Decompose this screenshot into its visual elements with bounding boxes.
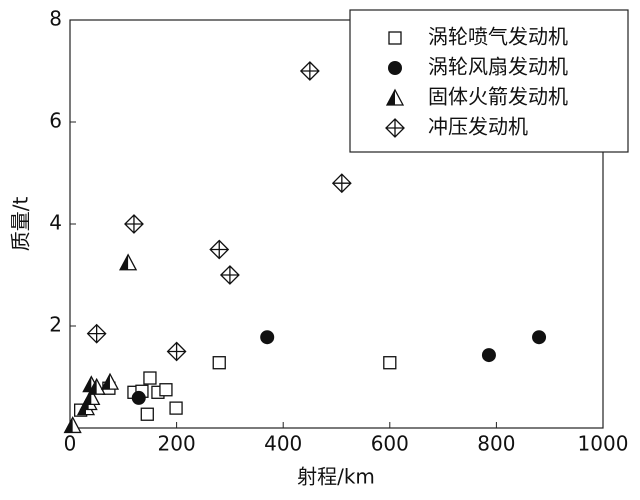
marker-shape: [388, 61, 402, 75]
marker-shape: [532, 330, 547, 345]
point: [159, 383, 173, 397]
marker-shape: [481, 348, 496, 363]
legend-marker: [385, 88, 405, 106]
point: [87, 377, 106, 395]
point: [140, 407, 154, 421]
legend-label: 固体火箭发动机: [428, 85, 568, 109]
point: [131, 390, 146, 405]
point: [260, 330, 275, 345]
marker-shape: [64, 417, 73, 433]
legend-marker: [388, 61, 402, 75]
marker-shape: [331, 173, 352, 194]
x-tick-label: 400: [264, 432, 302, 456]
y-tick-label: 4: [49, 211, 62, 235]
legend-marker: [388, 31, 402, 45]
point: [481, 348, 496, 363]
legend-label: 涡轮喷气发动机: [428, 25, 568, 49]
y-tick-label: 6: [49, 109, 62, 133]
x-tick-label: 600: [371, 432, 409, 456]
point: [299, 61, 320, 81]
marker-shape: [101, 374, 110, 390]
marker-shape: [143, 371, 157, 385]
legend-label: 涡轮风扇发动机: [428, 55, 568, 79]
y-tick-label: 8: [49, 7, 62, 31]
marker-shape: [385, 118, 405, 138]
x-axis-label: 射程/km: [297, 465, 375, 489]
marker-shape: [299, 61, 320, 81]
point: [209, 239, 230, 260]
marker-shape: [120, 254, 129, 270]
marker-shape: [83, 376, 92, 392]
point: [219, 265, 240, 285]
x-tick-label: 0: [64, 432, 77, 456]
point: [124, 214, 144, 234]
marker-shape: [209, 239, 230, 260]
point: [532, 330, 547, 345]
marker-shape: [260, 330, 275, 345]
marker-shape: [131, 390, 146, 405]
x-tick-label: 1000: [578, 432, 629, 456]
marker-shape: [88, 379, 97, 395]
marker-shape: [86, 323, 107, 344]
point: [119, 253, 138, 271]
marker-shape: [212, 356, 226, 370]
legend-marker: [385, 118, 405, 138]
legend-label: 冲压发动机: [428, 115, 528, 139]
marker-shape: [166, 341, 187, 362]
marker-shape: [388, 31, 402, 45]
y-tick-label: 2: [49, 313, 62, 337]
point: [169, 401, 183, 415]
marker-shape: [219, 265, 240, 285]
point: [143, 371, 157, 385]
marker-shape: [140, 407, 154, 421]
marker-shape: [159, 383, 173, 397]
point: [166, 341, 187, 362]
point: [63, 416, 82, 434]
marker-shape: [169, 401, 183, 415]
point: [212, 356, 226, 370]
point: [331, 173, 352, 194]
x-tick-label: 200: [158, 432, 196, 456]
point: [100, 372, 120, 390]
y-axis-label: 质量/t: [9, 197, 33, 252]
x-tick-label: 800: [477, 432, 515, 456]
point: [86, 323, 107, 344]
marker-shape: [124, 214, 144, 234]
marker-shape: [387, 90, 395, 105]
point: [383, 356, 397, 370]
marker-shape: [383, 356, 397, 370]
